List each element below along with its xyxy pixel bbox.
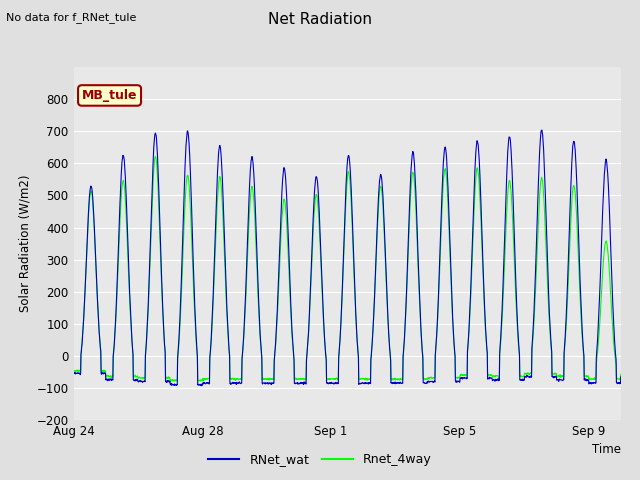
Text: MB_tule: MB_tule xyxy=(82,89,138,102)
Text: No data for f_RNet_tule: No data for f_RNet_tule xyxy=(6,12,137,23)
X-axis label: Time: Time xyxy=(592,444,621,456)
Text: Net Radiation: Net Radiation xyxy=(268,12,372,27)
Legend: RNet_wat, Rnet_4way: RNet_wat, Rnet_4way xyxy=(203,448,437,471)
Y-axis label: Solar Radiation (W/m2): Solar Radiation (W/m2) xyxy=(18,175,31,312)
